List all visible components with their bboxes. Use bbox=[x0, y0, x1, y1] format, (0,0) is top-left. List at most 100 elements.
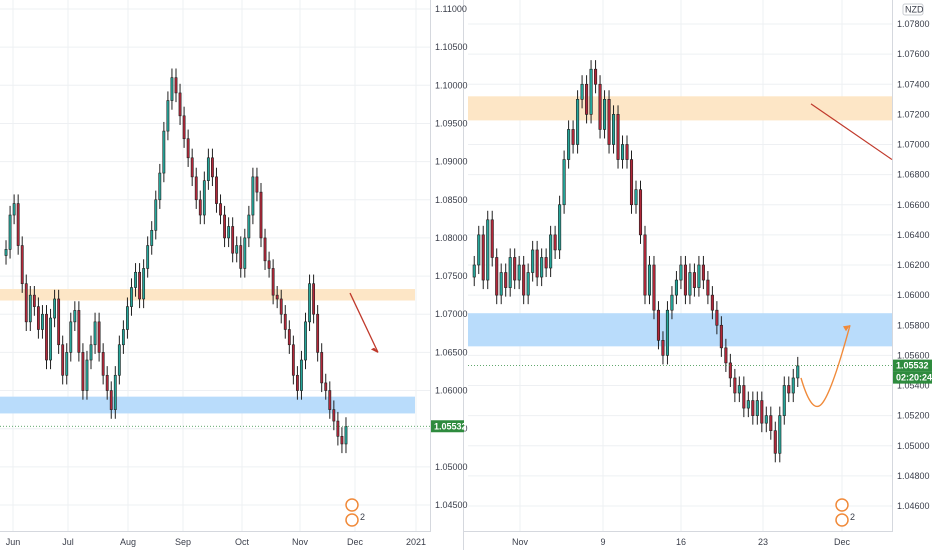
candle-body[interactable] bbox=[778, 415, 782, 454]
candle-body[interactable] bbox=[166, 100, 170, 132]
candle-body[interactable] bbox=[113, 374, 117, 410]
candle-body[interactable] bbox=[81, 352, 85, 391]
candle-body[interactable] bbox=[267, 260, 271, 269]
candle-body[interactable] bbox=[162, 130, 166, 174]
candle-body[interactable] bbox=[499, 272, 503, 296]
right-chart[interactable]: 1.07800 1.07600 1.07400 1.07200 1.07000 1.068… bbox=[468, 0, 932, 547]
candle-body[interactable] bbox=[643, 234, 647, 296]
candle-body[interactable] bbox=[134, 271, 137, 288]
candle-body[interactable] bbox=[93, 321, 97, 346]
candle-body[interactable] bbox=[121, 329, 125, 346]
candle-body[interactable] bbox=[728, 362, 732, 379]
candle-body[interactable] bbox=[32, 294, 36, 307]
event-badge-icon[interactable] bbox=[345, 513, 359, 527]
candle-body[interactable] bbox=[89, 344, 93, 361]
candle-body[interactable] bbox=[620, 144, 625, 160]
candle-body[interactable] bbox=[194, 176, 198, 201]
event-badge-icon[interactable] bbox=[345, 498, 359, 512]
candle-body[interactable] bbox=[549, 234, 553, 269]
candle-body[interactable] bbox=[540, 257, 544, 278]
candle-body[interactable] bbox=[211, 157, 214, 178]
candle-body[interactable] bbox=[598, 83, 602, 130]
candle-body[interactable] bbox=[701, 264, 705, 281]
candle-body[interactable] bbox=[567, 129, 571, 160]
candle-body[interactable] bbox=[710, 294, 714, 311]
candle-body[interactable] bbox=[589, 68, 593, 115]
candle-body[interactable] bbox=[36, 306, 40, 330]
candle-body[interactable] bbox=[629, 159, 634, 206]
candle-body[interactable] bbox=[742, 385, 746, 409]
candle-body[interactable] bbox=[16, 203, 20, 246]
candle-body[interactable] bbox=[544, 257, 548, 269]
candle-body[interactable] bbox=[312, 283, 316, 315]
candle-body[interactable] bbox=[247, 214, 251, 239]
candle-body[interactable] bbox=[117, 344, 121, 376]
candle-body[interactable] bbox=[665, 309, 669, 356]
candle-body[interactable] bbox=[661, 340, 665, 356]
candle-body[interactable] bbox=[174, 77, 178, 94]
candle-body[interactable] bbox=[328, 390, 332, 410]
candle-body[interactable] bbox=[638, 189, 643, 236]
candle-body[interactable] bbox=[243, 237, 247, 269]
candle-body[interactable] bbox=[182, 115, 186, 140]
left-chart[interactable]: 1.11000 1.10500 1.10000 1.09500 1.09000 1.085… bbox=[0, 0, 468, 547]
candle-body[interactable] bbox=[332, 409, 336, 422]
candle-body[interactable] bbox=[283, 313, 287, 330]
candle-body[interactable] bbox=[791, 377, 795, 394]
candle-body[interactable] bbox=[796, 365, 800, 379]
candle-body[interactable] bbox=[53, 298, 57, 319]
candle-body[interactable] bbox=[41, 313, 44, 330]
candle-body[interactable] bbox=[263, 237, 267, 262]
candle-body[interactable] bbox=[553, 234, 557, 251]
candle-body[interactable] bbox=[138, 271, 141, 300]
candle-body[interactable] bbox=[308, 283, 311, 323]
candle-body[interactable] bbox=[49, 317, 52, 361]
candle-body[interactable] bbox=[603, 99, 607, 130]
candle-body[interactable] bbox=[69, 321, 73, 353]
candle-body[interactable] bbox=[8, 214, 12, 250]
candle-body[interactable] bbox=[746, 400, 750, 409]
candle-body[interactable] bbox=[4, 249, 8, 256]
candle-body[interactable] bbox=[28, 294, 32, 323]
candle-body[interactable] bbox=[737, 385, 741, 394]
candle-body[interactable] bbox=[782, 385, 786, 416]
candle-body[interactable] bbox=[105, 374, 109, 391]
candle-body[interactable] bbox=[558, 204, 562, 251]
candle-body[interactable] bbox=[647, 264, 652, 296]
candle-body[interactable] bbox=[251, 176, 255, 216]
candle-body[interactable] bbox=[787, 385, 791, 394]
candle-body[interactable] bbox=[340, 436, 344, 445]
candle-body[interactable] bbox=[109, 390, 113, 410]
candle-body[interactable] bbox=[219, 203, 222, 216]
candle-body[interactable] bbox=[580, 83, 584, 100]
candle-body[interactable] bbox=[65, 352, 69, 376]
candle-body[interactable] bbox=[85, 359, 89, 391]
candle-body[interactable] bbox=[101, 352, 105, 376]
candle-body[interactable] bbox=[773, 430, 777, 454]
candle-body[interactable] bbox=[751, 400, 755, 416]
candle-body[interactable] bbox=[239, 245, 243, 269]
candle-body[interactable] bbox=[508, 257, 512, 288]
candle-body[interactable] bbox=[12, 203, 16, 216]
candle-body[interactable] bbox=[481, 234, 485, 281]
candle-body[interactable] bbox=[531, 249, 535, 273]
candle-body[interactable] bbox=[154, 199, 158, 231]
candle-body[interactable] bbox=[719, 324, 723, 349]
candle-body[interactable] bbox=[535, 249, 539, 278]
candle-body[interactable] bbox=[320, 352, 324, 384]
candle-body[interactable] bbox=[215, 176, 218, 204]
candle-body[interactable] bbox=[304, 321, 307, 361]
candle-body[interactable] bbox=[625, 144, 629, 160]
candle-body[interactable] bbox=[562, 159, 566, 206]
candle-body[interactable] bbox=[186, 138, 190, 159]
candle-body[interactable] bbox=[495, 257, 499, 296]
candle-body[interactable] bbox=[206, 157, 210, 181]
candle-body[interactable] bbox=[142, 268, 146, 300]
candle-body[interactable] bbox=[490, 219, 494, 258]
candle-body[interactable] bbox=[576, 99, 580, 145]
candle-body[interactable] bbox=[688, 272, 692, 296]
candle-body[interactable] bbox=[295, 374, 299, 391]
candle-body[interactable] bbox=[279, 298, 283, 315]
candle-body[interactable] bbox=[178, 92, 182, 117]
